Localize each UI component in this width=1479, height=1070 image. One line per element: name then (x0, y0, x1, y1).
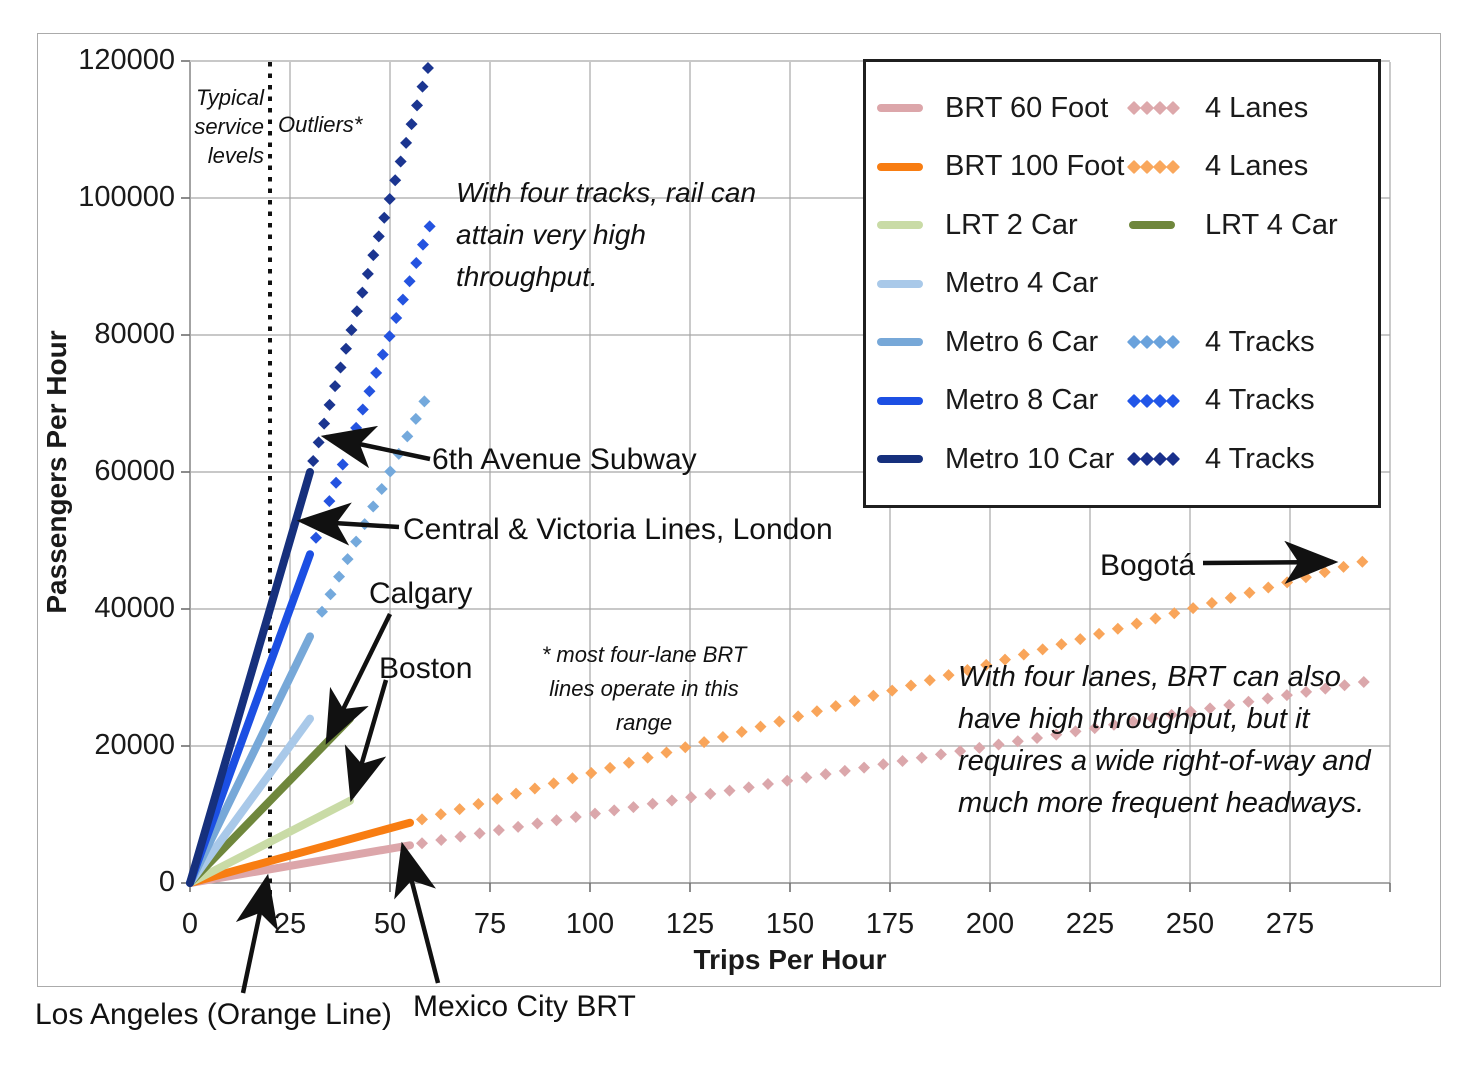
y-tick-label: 120000 (78, 44, 175, 76)
y-tick-label: 20000 (94, 729, 175, 761)
legend-cell: Metro 4 Car (877, 267, 1129, 300)
four-lane-range-note: * most four-lane BRT lines operate in th… (541, 642, 747, 735)
legend-label: 4 Tracks (1205, 442, 1315, 475)
callout-bogota: Bogotá (1100, 549, 1196, 582)
legend-line-swatch (877, 221, 923, 229)
legend-cell: 4 Lanes (1126, 150, 1309, 183)
legend-label: BRT 60 Foot (945, 91, 1109, 124)
legend-line-swatch (877, 455, 923, 463)
legend-cell: BRT 60 Foot (877, 92, 1129, 125)
legend-cell: Metro 8 Car (877, 384, 1129, 417)
legend-cell: LRT 2 Car (877, 209, 1129, 242)
legend-cell: 4 Lanes (1126, 91, 1309, 125)
legend: BRT 60 Foot 4 Lanes BRT 100 Foot 4 Lanes LRT… (863, 59, 1381, 508)
legend-diamonds-swatch (1126, 100, 1181, 116)
legend-cell: LRT 4 Car (1129, 209, 1338, 242)
legend-label: LRT 2 Car (945, 208, 1078, 241)
x-tick-label: 25 (273, 908, 307, 940)
x-axis-title: Trips Per Hour (693, 944, 887, 975)
x-tick-label: 100 (565, 908, 615, 940)
x-tick-label: 75 (473, 908, 507, 940)
legend-line-swatch (1129, 221, 1175, 229)
legend-cell: 4 Tracks (1126, 325, 1315, 359)
legend-label: BRT 100 Foot (945, 150, 1125, 182)
callout-los-angeles-orange-line: Los Angeles (Orange Line) (35, 998, 392, 1031)
x-tick-label: 125 (665, 908, 715, 940)
x-tick-label: 175 (865, 908, 915, 940)
legend-label: Metro 8 Car (945, 384, 1099, 416)
legend-row: BRT 60 Foot 4 Lanes (877, 92, 1378, 125)
legend-line-swatch (877, 338, 923, 346)
y-tick-label: 80000 (94, 318, 175, 350)
y-tick-label: 40000 (94, 592, 175, 624)
legend-label: 4 Lanes (1205, 150, 1309, 182)
legend-row: Metro 8 Car 4 Tracks (877, 384, 1378, 417)
legend-cell: BRT 100 Foot (877, 150, 1129, 183)
x-tick-label: 200 (965, 908, 1015, 940)
x-tick-label: 225 (1065, 908, 1115, 940)
typical-service-levels-note: Typical service levels (194, 85, 264, 168)
y-tick-label: 60000 (94, 455, 175, 487)
legend-label: Metro 4 Car (945, 267, 1099, 299)
x-tick-label: 0 (181, 908, 199, 940)
y-tick-label: 100000 (78, 181, 175, 213)
legend-label: Metro 6 Car (945, 325, 1099, 358)
legend-diamonds-swatch (1126, 159, 1181, 174)
legend-row: Metro 6 Car 4 Tracks (877, 326, 1378, 359)
callout-sixth-avenue-subway: 6th Avenue Subway (432, 443, 697, 476)
legend-line-swatch (877, 279, 923, 288)
legend-line-swatch (877, 104, 923, 112)
y-tick-label: 0 (158, 866, 175, 898)
legend-row: Metro 4 Car (877, 267, 1378, 300)
legend-label: LRT 4 Car (1205, 208, 1338, 241)
callout-boston: Boston (379, 652, 473, 685)
legend-cell: 4 Tracks (1126, 442, 1315, 476)
legend-cell: Metro 10 Car (877, 443, 1129, 476)
callout-calgary: Calgary (369, 577, 473, 610)
four-lanes-brt-note: With four lanes, BRT can also have high … (958, 661, 1371, 819)
legend-label: Metro 10 Car (945, 442, 1115, 475)
callout-mexico-city-brt: Mexico City BRT (413, 990, 636, 1023)
legend-cell: 4 Tracks (1126, 384, 1315, 417)
callout-central-victoria-lines: Central & Victoria Lines, London (403, 513, 833, 546)
legend-label: 4 Tracks (1205, 384, 1315, 416)
legend-diamonds-swatch (1126, 451, 1181, 467)
x-tick-label: 150 (765, 908, 815, 940)
legend-label: 4 Tracks (1205, 325, 1315, 358)
legend-line-swatch (877, 162, 923, 171)
legend-cell: Metro 6 Car (877, 326, 1129, 359)
four-tracks-note: With four tracks, rail can attain very h… (456, 177, 757, 292)
legend-diamonds-swatch (1126, 393, 1181, 408)
x-tick-label: 50 (373, 908, 407, 940)
legend-row: BRT 100 Foot 4 Lanes (877, 150, 1378, 183)
outliers-note: Outliers* (278, 112, 363, 137)
legend-row: LRT 2 Car LRT 4 Car (877, 209, 1378, 242)
legend-row: Metro 10 Car 4 Tracks (877, 443, 1378, 476)
legend-label: 4 Lanes (1205, 91, 1309, 124)
legend-diamonds-swatch (1126, 334, 1181, 350)
x-tick-label: 275 (1265, 908, 1315, 940)
legend-line-swatch (877, 396, 923, 405)
x-tick-label: 250 (1165, 908, 1215, 940)
